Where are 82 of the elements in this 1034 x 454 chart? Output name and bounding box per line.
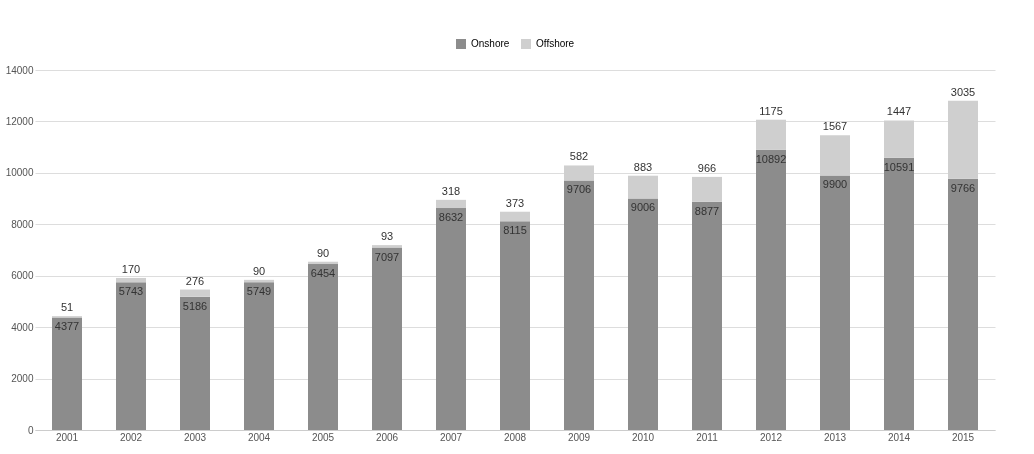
y-tick-label: 0 (27, 424, 34, 436)
data-label: 170 (121, 262, 141, 275)
bar (820, 135, 850, 176)
y-tick-label: 6000 (11, 270, 34, 282)
bar (756, 149, 786, 430)
bar (692, 176, 722, 202)
data-label: 90 (252, 264, 266, 277)
bar (820, 175, 850, 430)
x-tick-label: 2001 (55, 431, 79, 443)
y-tick-label: 14000 (5, 64, 34, 76)
legend-label: Offshore (536, 38, 575, 49)
bar (500, 211, 530, 222)
bar (628, 175, 658, 199)
bar (116, 282, 146, 430)
data-label: 51 (60, 301, 74, 314)
x-tick-label: 2002 (119, 431, 143, 443)
bar (52, 317, 82, 430)
x-tick-label: 2004 (247, 431, 271, 443)
data-label: 276 (185, 274, 205, 287)
data-label: 883 (633, 160, 653, 173)
x-tick-label: 2007 (439, 431, 463, 443)
x-tick-label: 2005 (311, 431, 335, 443)
data-label: 373 (505, 196, 525, 209)
data-label: 8877 (694, 204, 720, 217)
x-tick-label: 2003 (183, 431, 207, 443)
bar (500, 221, 530, 430)
data-label: 9006 (630, 201, 656, 214)
data-label: 9766 (950, 181, 976, 194)
x-tick-label: 2009 (567, 431, 591, 443)
bar (884, 120, 914, 158)
data-label: 3035 (950, 85, 976, 98)
bar (948, 100, 978, 179)
data-label: 1447 (886, 105, 912, 118)
x-tick-label: 2012 (759, 431, 783, 443)
x-tick-label: 2008 (503, 431, 527, 443)
data-label: 5186 (182, 299, 208, 312)
data-label: 93 (380, 230, 394, 243)
data-label: 7097 (374, 250, 400, 263)
bar (308, 264, 338, 430)
bar (372, 247, 402, 430)
data-label: 8632 (438, 211, 464, 224)
data-label: 9900 (822, 178, 848, 191)
data-label: 5749 (246, 285, 272, 298)
y-tick-label: 4000 (11, 321, 34, 333)
bar (436, 199, 466, 209)
bar (436, 208, 466, 430)
bar (244, 282, 274, 430)
bar (564, 165, 594, 181)
bar (116, 277, 146, 283)
y-tick-label: 8000 (11, 218, 34, 230)
bar (564, 180, 594, 430)
data-label: 582 (569, 150, 589, 163)
data-label: 6454 (310, 267, 336, 280)
bar (948, 178, 978, 430)
y-tick-label: 2000 (11, 373, 34, 385)
x-tick-label: 2010 (631, 431, 655, 443)
data-label: 1175 (759, 104, 783, 117)
data-label: 10591 (883, 160, 915, 173)
x-tick-label: 2013 (823, 431, 847, 443)
bar (628, 198, 658, 430)
data-label: 1567 (822, 120, 848, 133)
bar (180, 289, 210, 297)
x-tick-label: 2015 (951, 431, 975, 443)
data-label: 966 (697, 161, 717, 174)
y-tick-label: 10000 (5, 167, 34, 179)
data-label: 8115 (503, 224, 527, 237)
legend-label: Onshore (471, 38, 510, 49)
bar (372, 245, 402, 248)
y-tick-label: 12000 (5, 115, 34, 127)
data-label: 4377 (54, 320, 80, 333)
x-tick-label: 2006 (375, 431, 399, 443)
data-label: 5743 (118, 285, 144, 298)
x-tick-label: 2011 (696, 431, 719, 443)
bar (756, 119, 786, 150)
data-label: 90 (316, 246, 330, 259)
data-label: 318 (441, 184, 461, 197)
data-label: 9706 (566, 183, 592, 196)
bar (692, 201, 722, 430)
bar (884, 157, 914, 430)
bar (180, 296, 210, 430)
x-tick-label: 2014 (887, 431, 911, 443)
data-label: 10892 (755, 152, 787, 165)
